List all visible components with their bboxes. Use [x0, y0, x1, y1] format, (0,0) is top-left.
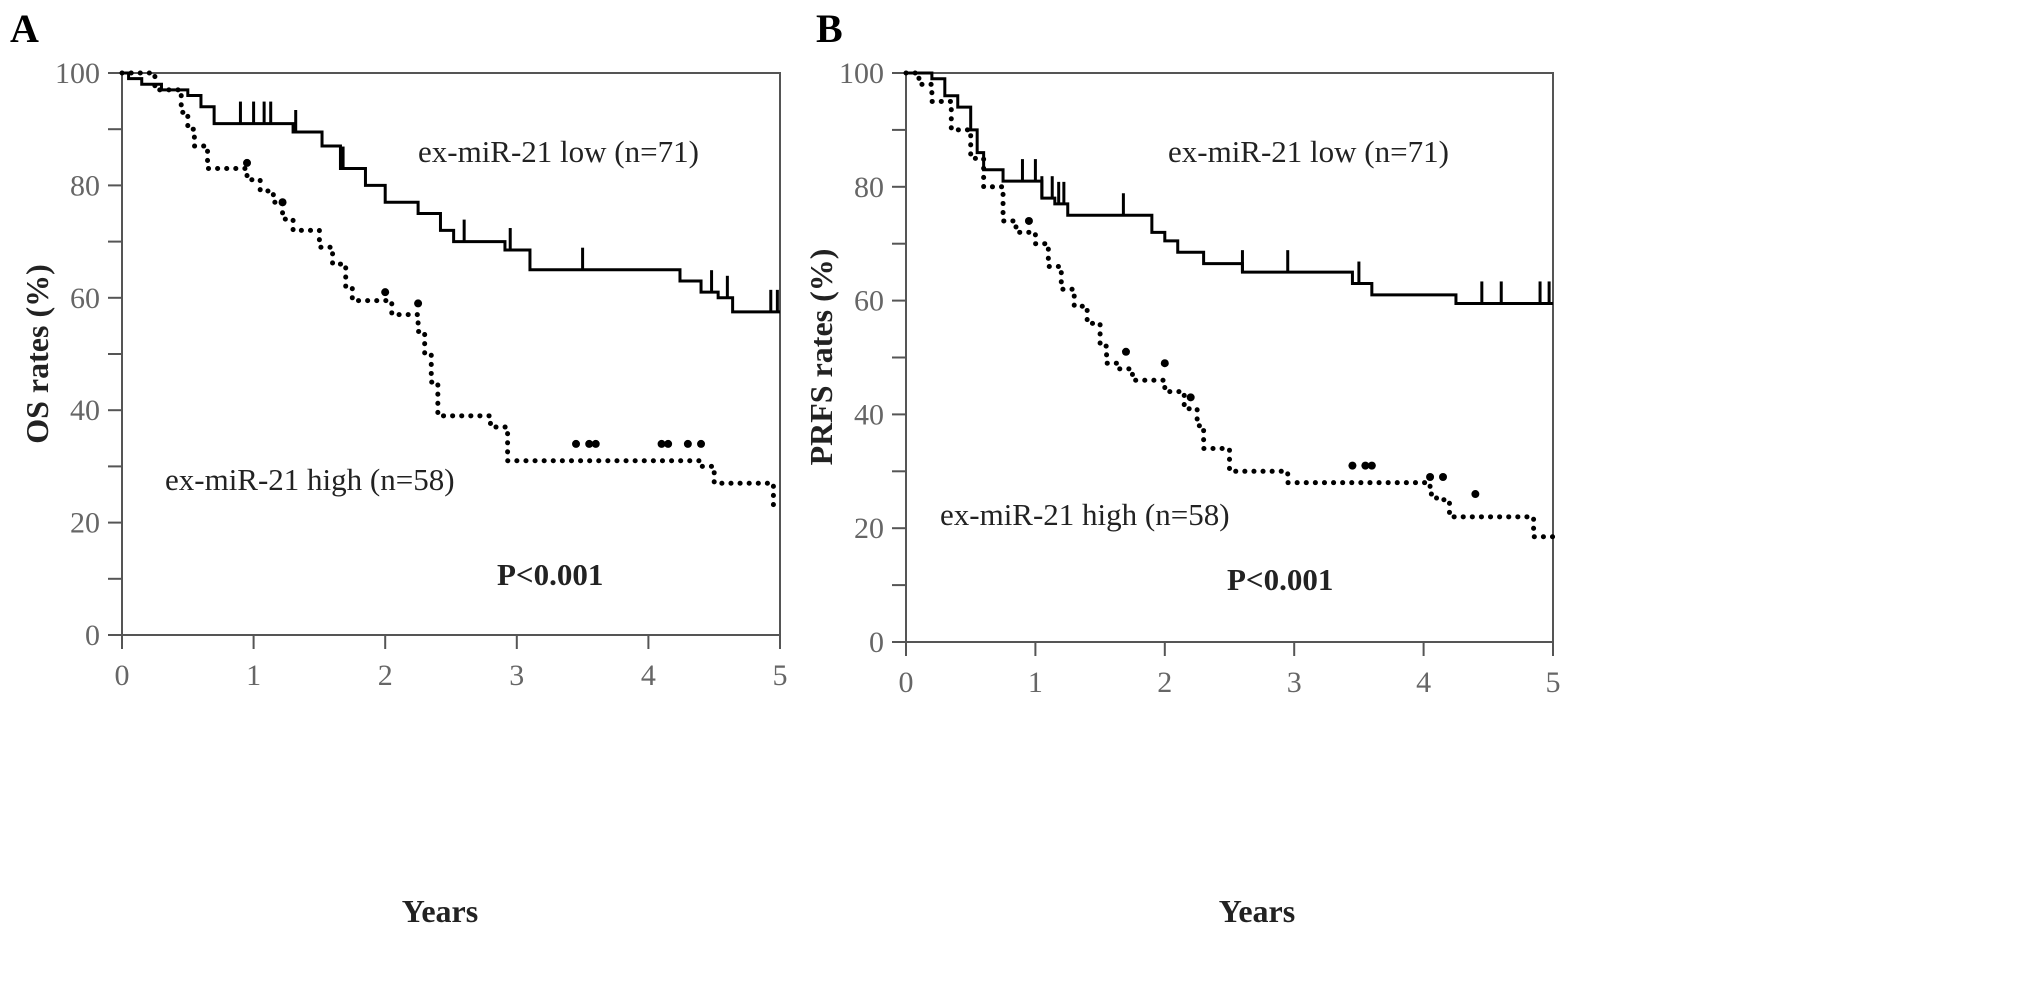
censor-dot: [243, 158, 252, 167]
censor-dot: [591, 439, 600, 448]
censor-dot: [1121, 347, 1130, 356]
legend-high-label: ex-miR-21 high (n=58): [940, 497, 1230, 532]
panel-a-os: A Years OS rates (%) ex-miR-21 low (n=71…: [10, 6, 788, 929]
x-tick-label: 4: [1416, 666, 1431, 699]
y-tick-label: 40: [854, 398, 884, 431]
censor-dot: [664, 439, 673, 448]
y-tick-label: 60: [854, 285, 884, 318]
legend-low-label: ex-miR-21 low (n=71): [418, 134, 699, 169]
legend-high-label: ex-miR-21 high (n=58): [165, 462, 455, 497]
survival-curve-high: [903, 70, 1556, 540]
panel-b-prfs: B Years PRFS rates (%) ex-miR-21 low (n=…: [803, 6, 1561, 929]
censor-dot: [1367, 461, 1376, 470]
y-tick-label: 100: [55, 57, 100, 90]
y-tick-label: 60: [70, 282, 100, 315]
censor-dot: [1439, 472, 1448, 481]
censor-dot: [1426, 472, 1435, 481]
censor-dot: [1471, 490, 1480, 499]
y-tick-label: 20: [854, 512, 884, 545]
censor-dot: [697, 439, 706, 448]
censor-dot: [683, 439, 692, 448]
x-tick-label: 0: [899, 666, 914, 699]
y-tick-label: 0: [869, 626, 884, 659]
panel-label: A: [10, 6, 39, 51]
censor-dot: [1160, 359, 1169, 368]
x-tick-label: 2: [378, 659, 393, 692]
x-tick-label: 1: [246, 659, 261, 692]
censor-dot: [585, 439, 594, 448]
censor-dot: [572, 439, 581, 448]
survival-curve-low: [122, 71, 780, 314]
x-tick-label: 1: [1028, 666, 1043, 699]
legend-low-label: ex-miR-21 low (n=71): [1168, 134, 1449, 169]
x-tick-label: 5: [773, 659, 788, 692]
censor-dot: [1361, 461, 1370, 470]
x-axis-label: Years: [1219, 893, 1295, 929]
censor-dot: [278, 198, 287, 207]
y-tick-label: 80: [854, 171, 884, 204]
p-value: P<0.001: [497, 557, 603, 592]
censor-dot: [1348, 461, 1357, 470]
x-tick-label: 4: [641, 659, 656, 692]
y-axis-label: PRFS rates (%): [803, 249, 839, 466]
censor-dot: [381, 288, 390, 297]
y-tick-label: 20: [70, 507, 100, 540]
survival-curve-high: [119, 70, 783, 509]
y-tick-label: 100: [839, 57, 884, 90]
censor-dot: [414, 299, 423, 308]
survival-curve-low: [906, 71, 1553, 305]
y-tick-label: 40: [70, 394, 100, 427]
x-tick-label: 5: [1546, 666, 1561, 699]
x-tick-label: 3: [1287, 666, 1302, 699]
censor-dot: [1186, 393, 1195, 402]
x-tick-label: 2: [1157, 666, 1172, 699]
y-tick-label: 0: [85, 619, 100, 652]
x-tick-label: 3: [509, 659, 524, 692]
x-tick-label: 0: [115, 659, 130, 692]
y-tick-label: 80: [70, 169, 100, 202]
p-value: P<0.001: [1227, 562, 1333, 597]
x-axis-label: Years: [402, 893, 478, 929]
panel-label: B: [816, 6, 843, 51]
y-axis-label: OS rates (%): [19, 264, 55, 444]
censor-dot: [1024, 216, 1033, 225]
censor-dot: [657, 439, 666, 448]
